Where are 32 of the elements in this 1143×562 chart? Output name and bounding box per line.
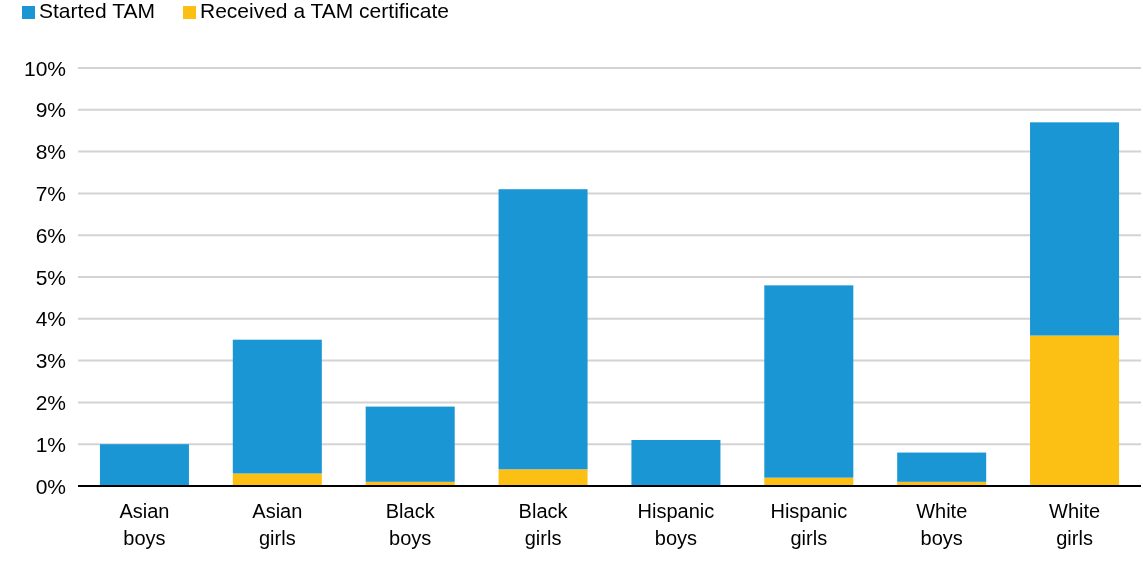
y-tick-label: 0% [35,474,66,498]
x-tick-label: Black boys [385,500,436,549]
bar [498,189,588,470]
y-tick-label: 8% [35,140,66,164]
x-tick-label: White boys [916,500,968,549]
legend-label: Started TAM [39,0,155,22]
x-tick-label: Hispanic girls [770,500,848,549]
y-tick-label: 7% [35,181,66,205]
x-tick-label: White girls [1049,500,1101,549]
bar [365,406,455,482]
bar [1030,335,1120,486]
y-tick-label: 9% [35,98,66,122]
y-tick-label: 1% [35,432,66,456]
bar [631,440,721,486]
legend-label: Received a TAM certificate [200,0,449,22]
bar [99,444,189,486]
y-tick-label: 5% [35,265,66,289]
bar [232,339,322,474]
bar [897,452,987,482]
y-tick-label: 6% [35,223,66,247]
x-tick-label: Black girls [518,500,569,549]
bar [1030,122,1120,336]
y-tick-label: 2% [35,390,66,414]
x-tick-label: Asian girls [252,500,303,549]
bar [498,469,588,486]
x-tick-label: Asian boys [119,500,170,549]
x-tick-label: Hispanic boys [637,500,715,549]
bar [764,285,854,478]
y-tick-label: 10% [23,56,66,80]
y-tick-label: 4% [35,307,66,331]
y-tick-label: 3% [35,349,66,373]
bar [232,473,322,486]
